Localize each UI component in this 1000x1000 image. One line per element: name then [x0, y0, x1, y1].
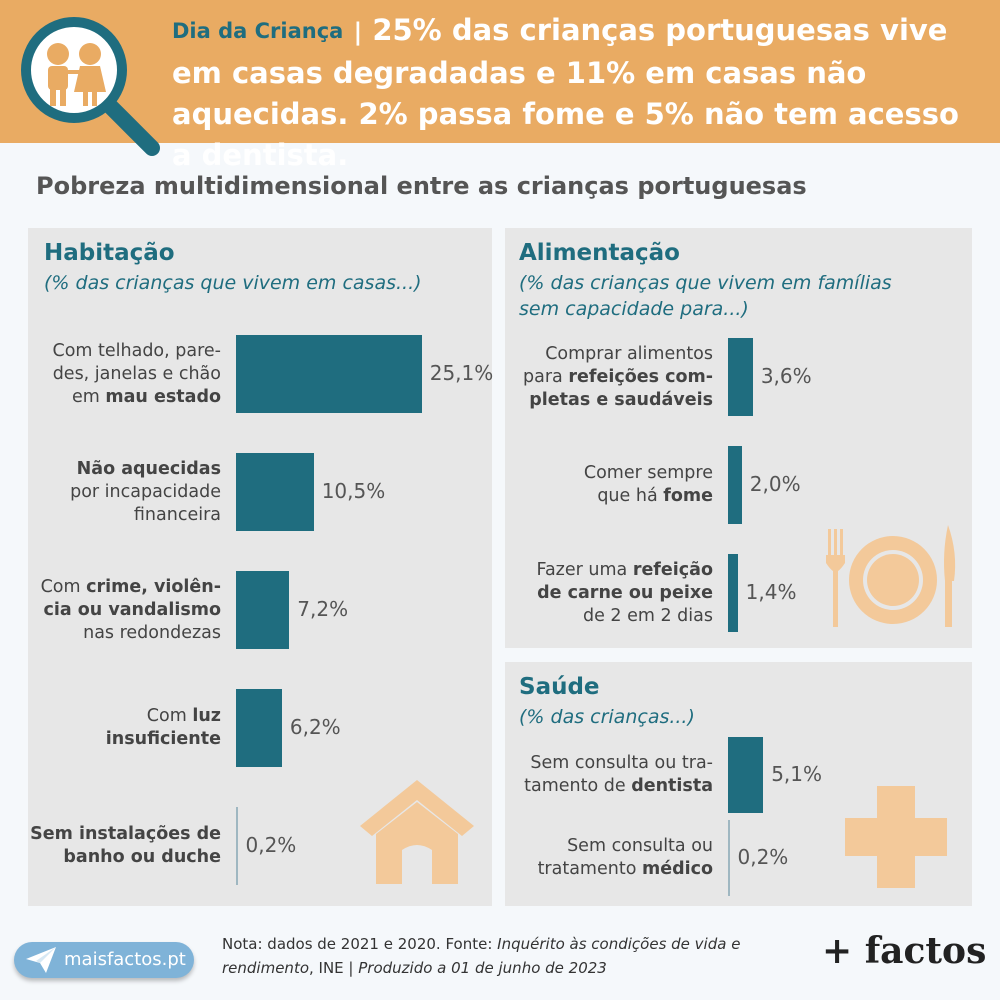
bar-value-label: 5,1% [771, 762, 822, 786]
bar-2-0 [728, 737, 764, 813]
bar-value-label: 7,2% [297, 597, 349, 621]
panel-alimentacao: Alimentação (% das crianças que vivem em… [505, 228, 972, 648]
bar-1-1 [728, 446, 742, 524]
category-label: Com luz insuficiente [105, 706, 221, 749]
bar-value-label: 0,2% [245, 833, 297, 857]
header-banner: Dia da Criança | 25% das crianças portug… [0, 0, 1000, 172]
category-label: Com telhado, pare-des, janelas e chão em … [52, 340, 221, 407]
page-subtitle: Pobreza multidimensional entre as crianç… [36, 172, 807, 200]
bar-0-1 [236, 453, 314, 531]
panel-title-alimentacao: Alimentação [519, 240, 680, 266]
bar-value-label: 3,6% [760, 364, 812, 388]
footer-source: Inquérito às condições de vida e rendime… [222, 935, 741, 977]
bar-0-2 [236, 571, 290, 649]
bar-value-label: 6,2% [289, 715, 341, 739]
category-label: Fazer uma refeição de carne ou peixe de 2 … [536, 559, 713, 626]
magnifier-children-icon [21, 17, 160, 156]
category-label: Não aquecidas por incapacidade financeira [70, 458, 221, 525]
bar-value-label: 25,1% [429, 361, 494, 385]
panel-subtitle-alimentacao: (% das crianças que vivem em famílias se… [519, 272, 892, 320]
bar-1-2 [728, 554, 738, 632]
bar-value-label: 2,0% [749, 472, 801, 496]
health-cross-icon [845, 786, 947, 888]
bar-value-label: 1,4% [745, 580, 797, 604]
bar-value-label: 10,5% [321, 479, 386, 503]
headline-text: 25% das crianças portuguesas vive em cas… [172, 13, 959, 172]
footer-note-prefix: Nota: dados de 2021 e 2020. Fonte: [222, 935, 498, 953]
site-link-label[interactable]: maisfactos.pt [64, 949, 186, 970]
footer-source-org: , INE | [309, 959, 359, 977]
bar-2-1 [728, 820, 730, 896]
category-label: Comer sempre que há fome [583, 463, 713, 506]
category-label: Sem consulta ou tra-tamento de dentista [524, 753, 713, 796]
panel-subtitle-saude: (% das crianças...) [519, 706, 695, 728]
bar-1-0 [728, 338, 753, 416]
category-label: Sem consulta ou tratamento médico [537, 836, 713, 879]
brand-logo: + factos [822, 930, 987, 972]
headline-separator: | [353, 18, 363, 46]
panel-title-saude: Saúde [519, 674, 600, 700]
footer-produced: Produzido a 01 de junho de 2023 [358, 959, 607, 977]
bar-0-0 [236, 335, 422, 413]
panel-subtitle-habitacao: (% das crianças que vivem em casas...) [44, 272, 422, 294]
bar-0-3 [236, 689, 282, 767]
category-label: Com crime, violên-cia ou vandalismo nas r… [40, 576, 221, 643]
panel-title-habitacao: Habitação [44, 240, 175, 266]
footer-note: Nota: dados de 2021 e 2020. Fonte: Inqué… [222, 932, 782, 980]
bar-0-4 [236, 807, 238, 885]
panel-habitacao: Habitação (% das crianças que vivem em c… [28, 228, 492, 906]
category-label: Comprar alimentos para refeições com-plet… [523, 343, 713, 410]
plate-cutlery-icon [826, 525, 956, 627]
headline-tag: Dia da Criança [172, 19, 344, 43]
site-link-pill[interactable]: maisfactos.pt [14, 942, 194, 978]
house-icon [360, 780, 474, 884]
paper-plane-icon [26, 947, 56, 973]
panel-saude: Saúde (% das crianças...) [505, 662, 972, 906]
category-label: Sem instalações de banho ou duche [30, 824, 221, 867]
bar-value-label: 0,2% [737, 845, 789, 869]
headline: Dia da Criança | 25% das crianças portug… [172, 10, 987, 176]
